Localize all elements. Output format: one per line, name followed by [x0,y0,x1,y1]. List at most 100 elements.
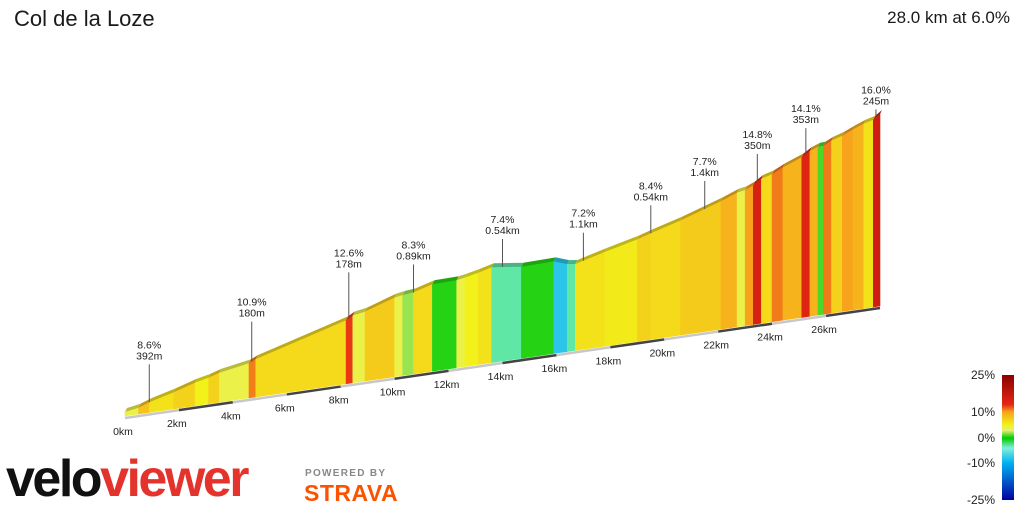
gradient-segment [761,173,773,324]
distance-band [825,306,881,318]
segment-top-edge [737,186,748,193]
gradient-segment [248,358,257,399]
annotation-gradient: 7.2% [571,208,595,220]
segment-top-edge [637,229,653,240]
gradient-segment [521,261,555,359]
x-tick-label: 24km [757,332,783,344]
chart-title: Col de la Loze [14,6,155,31]
annotation-length: 392m [136,350,163,362]
segment-top-edge [782,153,804,168]
annotation-length: 353m [793,114,820,126]
annotation-gradient: 14.8% [742,129,772,141]
x-tick-label: 0km [113,426,133,438]
gradient-segment [680,200,722,336]
segment-top-edge [831,131,845,141]
x-tick-label: 20km [649,347,675,359]
distance-band [664,330,719,341]
segment-top-edge [219,359,251,373]
x-tick-label: 22km [703,340,729,352]
segment-top-edge [352,307,367,316]
distance-band [394,369,449,380]
annotation-length: 180m [239,308,266,320]
segment-top-edge [823,136,834,146]
gradient-segment [782,156,803,321]
gradient-segment [744,184,754,326]
veloviewer-logo[interactable]: veloviewer [6,450,249,508]
gradient-segment [553,261,568,354]
distance-band [556,346,611,357]
segment-top-edge [456,273,467,281]
strava-logo[interactable]: STRAVA [304,480,399,506]
distance-band [502,353,557,365]
gradient-segment [636,232,652,342]
annotation-gradient: 12.6% [334,247,364,259]
segment-top-edge [173,378,198,393]
gradient-segment [650,220,681,340]
distance-band [124,408,180,420]
segment-top-edge [521,257,556,267]
segment-top-edge [138,398,152,408]
x-tick-label: 12km [434,379,460,391]
annotation-length: 0.89km [396,250,431,262]
x-tick-label: 16km [542,363,568,375]
gradient-segment [809,146,819,317]
annotation-gradient: 7.7% [693,156,717,168]
annotation-gradient: 14.1% [791,103,821,115]
climb-summary: 28.0 km at 6.0% [887,8,1010,27]
annotation-gradient: 8.6% [137,339,161,351]
distance-band [771,314,827,325]
powered-by-label: POWERED BY [305,468,387,479]
gradient-segment [872,113,881,308]
gradient-segment [432,279,458,372]
gradient-segment [491,266,522,363]
gradient-segment [352,311,366,384]
segment-top-edge [605,235,640,252]
annotation-gradient: 8.4% [639,180,663,192]
gradient-segment [402,292,414,376]
gradient-segment [477,266,493,365]
gradient-segment [413,283,433,375]
distance-band [610,338,665,349]
segment-top-edge [208,368,222,378]
gradient-segment [817,145,824,316]
gradient-segment [208,372,220,405]
gradient-segment [364,297,395,382]
segment-top-edge [818,141,826,147]
annotation-length: 0.54km [485,225,520,237]
segment-top-edge [413,280,435,293]
segment-top-edge [249,355,258,364]
legend-tick-label: -10% [967,456,995,470]
x-tick-label: 18km [596,355,622,367]
segment-top-edge [842,125,855,136]
segment-top-edge [195,373,211,383]
x-tick-label: 4km [221,410,241,422]
gradient-segment [852,123,865,311]
segment-top-edge [255,316,349,360]
annotation-length: 0.54km [634,191,669,203]
distance-band [448,361,503,373]
segment-top-edge [809,142,820,151]
gradient-segment [801,150,811,318]
legend-tick-label: 0% [978,431,996,445]
gradient-segment [771,166,784,323]
segment-top-edge [346,311,355,321]
gradient-segment [255,319,347,398]
segment-top-edge [491,262,524,268]
segment-top-edge [125,403,141,412]
gradient-segment [574,251,606,351]
distance-band [286,385,341,396]
x-tick-label: 14km [488,371,514,383]
segment-top-edge [650,216,683,234]
segment-top-edge [720,188,740,202]
segment-top-edge [149,388,176,403]
annotation-gradient: 16.0% [861,84,891,96]
segment-top-edge [863,115,876,124]
annotation-length: 1.4km [690,167,719,179]
logo-viewer: viewer [100,450,249,508]
segment-top-edge [853,119,866,130]
x-tick-label: 2km [167,418,187,430]
segment-top-edge [745,181,756,190]
distance-band [232,393,287,404]
gradient-segment [720,192,738,330]
